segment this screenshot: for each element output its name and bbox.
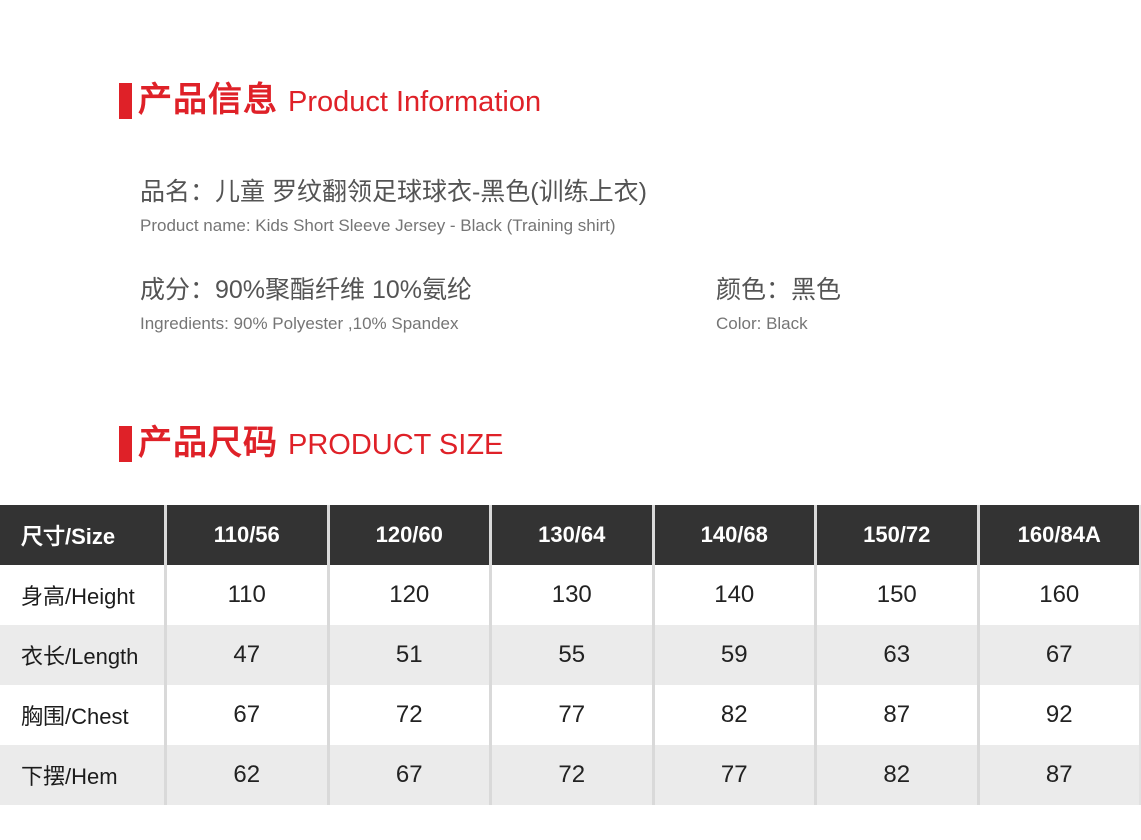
size-table-cell: 77 (489, 685, 652, 745)
size-table-cell: 110 (164, 565, 327, 625)
size-table-cell: 82 (651, 685, 814, 745)
ingredients-field: 成分：90%聚酯纤维 10%氨纶 Ingredients: 90% Polyes… (140, 274, 472, 335)
product-info-heading-en: Product Information (288, 86, 542, 118)
size-table-cell: 67 (164, 685, 327, 745)
product-name-zh: 品名：儿童 罗纹翻领足球球衣-黑色(训练上衣) (140, 178, 647, 206)
size-table-cell: 72 (489, 745, 652, 805)
size-table-header-cell: 150/72 (814, 505, 977, 565)
size-table-row-label: 衣长/Length (0, 625, 164, 685)
product-size-heading-zh: 产品尺码 (138, 424, 278, 462)
size-table-header-cell: 140/68 (651, 505, 814, 565)
product-size-heading-en: PRODUCT SIZE (288, 429, 504, 461)
size-table-header-cell: 尺寸/Size (0, 505, 164, 565)
size-table-cell: 130 (489, 565, 652, 625)
size-table-cell: 82 (814, 745, 977, 805)
size-table-cell: 87 (976, 745, 1139, 805)
size-table-cell: 47 (164, 625, 327, 685)
size-table-header-cell: 130/64 (489, 505, 652, 565)
size-table-row-label: 胸围/Chest (0, 685, 164, 745)
product-name-field: 品名：儿童 罗纹翻领足球球衣-黑色(训练上衣) Product name: Ki… (140, 176, 647, 237)
size-table-cell: 120 (326, 565, 489, 625)
size-table: 尺寸/Size 110/56 120/60 130/64 140/68 150/… (0, 505, 1139, 805)
size-table-cell: 72 (326, 685, 489, 745)
heading-accent-bar (119, 83, 132, 119)
size-table-cell: 160 (976, 565, 1139, 625)
size-table-row-label: 身高/Height (0, 565, 164, 625)
product-size-heading: 产品尺码 PRODUCT SIZE (119, 424, 503, 462)
color-zh: 颜色：黑色 (716, 276, 842, 304)
product-info-heading-zh: 产品信息 (138, 81, 278, 119)
color-en: Color: Black (716, 314, 808, 333)
heading-accent-bar (119, 426, 132, 462)
size-table-cell: 59 (651, 625, 814, 685)
ingredients-zh: 成分：90%聚酯纤维 10%氨纶 (140, 276, 473, 304)
size-table-row-label: 下摆/Hem (0, 745, 164, 805)
size-table-header-cell: 120/60 (326, 505, 489, 565)
color-field: 颜色：黑色 Color: Black (716, 274, 841, 335)
product-name-en: Product name: Kids Short Sleeve Jersey -… (140, 216, 616, 235)
size-table-cell: 140 (651, 565, 814, 625)
size-table-header-cell: 110/56 (164, 505, 327, 565)
size-table-cell: 51 (326, 625, 489, 685)
size-table-cell: 63 (814, 625, 977, 685)
size-table-cell: 62 (164, 745, 327, 805)
size-table-header-cell: 160/84A (976, 505, 1139, 565)
size-table-cell: 77 (651, 745, 814, 805)
size-table-cell: 67 (976, 625, 1139, 685)
size-table-cell: 67 (326, 745, 489, 805)
size-table-cell: 87 (814, 685, 977, 745)
size-table-cell: 55 (489, 625, 652, 685)
size-table-cell: 150 (814, 565, 977, 625)
size-table-cell: 92 (976, 685, 1139, 745)
product-info-heading: 产品信息 Product Information (119, 81, 541, 119)
ingredients-en: Ingredients: 90% Polyester ,10% Spandex (140, 314, 459, 333)
cropped-table-edge (1139, 505, 1141, 805)
